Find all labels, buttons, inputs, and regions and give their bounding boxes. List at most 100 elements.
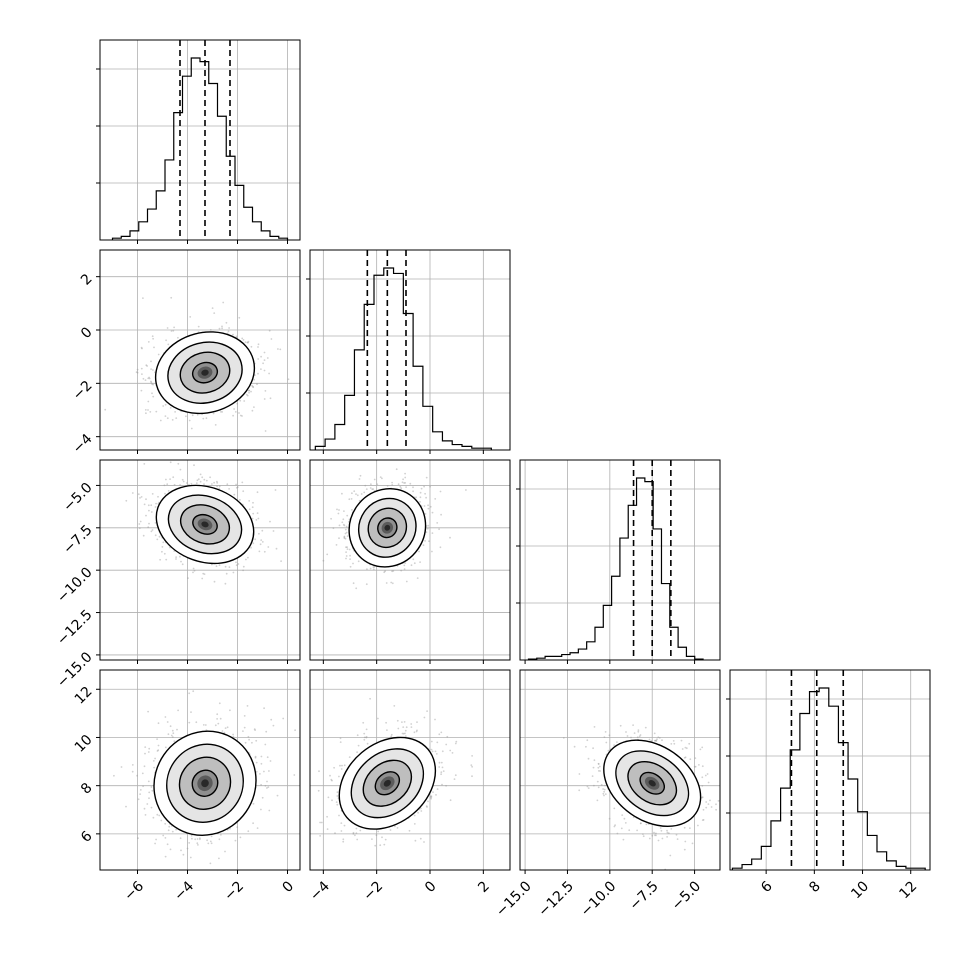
scatter-point (414, 839, 417, 842)
scatter-point (338, 524, 341, 527)
scatter-point (144, 752, 146, 755)
scatter-point (243, 400, 246, 402)
histogram-1 (314, 267, 492, 450)
scatter-point (430, 748, 433, 751)
scatter-point (425, 476, 428, 479)
scatter-point (422, 544, 425, 547)
scatter-point (162, 834, 165, 837)
scatter-point (239, 499, 241, 501)
scatter-point (235, 564, 238, 567)
contour-level-5 (201, 779, 209, 788)
scatter-point (404, 476, 407, 479)
scatter-point (261, 529, 264, 532)
scatter-point (255, 739, 258, 742)
scatter-point (340, 768, 343, 770)
scatter-point (434, 498, 437, 500)
scatter-point (177, 462, 180, 465)
contour-level-5 (201, 521, 209, 528)
scatter-point (236, 486, 239, 488)
scatter-point (424, 540, 426, 542)
scatter-point (251, 506, 254, 509)
scatter-point (265, 730, 268, 733)
scatter-point (364, 484, 367, 487)
scatter-point (164, 855, 167, 858)
scatter-point (345, 557, 347, 560)
scatter-point (172, 732, 175, 735)
scatter-point (338, 509, 340, 511)
scatter-point (343, 535, 346, 538)
scatter-point (426, 806, 428, 808)
scatter-point (386, 729, 388, 731)
scatter-point (263, 707, 265, 710)
scatter-point (213, 312, 216, 314)
scatter-point (247, 341, 249, 344)
scatter-point (153, 766, 156, 769)
scatter-point (587, 757, 590, 760)
scatter-point (345, 525, 348, 528)
scatter-point (344, 532, 347, 535)
scatter-point (267, 786, 270, 788)
scatter-point (166, 843, 169, 846)
scatter-point (214, 724, 217, 727)
scatter-point (218, 327, 221, 330)
scatter-point (150, 381, 153, 384)
scatter-point (177, 336, 179, 339)
scatter-point (256, 827, 259, 829)
scatter-point (191, 837, 193, 840)
scatter-point (352, 582, 355, 585)
scatter-point (345, 531, 348, 534)
scatter-point (346, 548, 349, 550)
scatter-point (215, 565, 218, 568)
scatter-point (185, 482, 188, 484)
scatter-point (661, 739, 663, 742)
scatter-point (352, 831, 355, 834)
scatter-point (697, 824, 699, 827)
scatter-point (246, 341, 249, 344)
scatter-point (275, 547, 278, 550)
scatter-point (232, 735, 235, 738)
scatter-point (159, 558, 162, 561)
scatter-point (169, 725, 172, 728)
scatter-point (172, 476, 175, 479)
marginal-panel-3 (726, 670, 930, 870)
scatter-point (667, 832, 670, 835)
scatter-point (232, 414, 235, 417)
scatter-point (415, 496, 417, 499)
scatter-point (211, 307, 214, 309)
scatter-point (257, 358, 260, 360)
scatter-point (195, 482, 198, 485)
scatter-point (673, 742, 676, 745)
scatter-point (157, 749, 160, 752)
scatter-point (365, 583, 368, 586)
scatter-point (263, 351, 266, 354)
pair-panel-1-3 (310, 670, 510, 870)
scatter-point (332, 527, 335, 530)
scatter-point (218, 564, 221, 566)
scatter-point (343, 537, 346, 539)
scatter-point (413, 823, 416, 825)
scatter-point (242, 730, 244, 732)
scatter-point (326, 553, 329, 556)
scatter-point (373, 478, 376, 481)
scatter-point (441, 750, 444, 753)
scatter-point (427, 507, 430, 510)
scatter-point (136, 371, 139, 374)
scatter-point (416, 721, 418, 723)
scatter-point (166, 483, 169, 486)
scatter-point (205, 479, 208, 482)
scatter-point (349, 554, 351, 557)
scatter-point (157, 353, 160, 356)
scatter-point (148, 791, 151, 794)
scatter-point (425, 496, 427, 499)
scatter-point (159, 419, 162, 422)
scatter-point (404, 735, 407, 738)
scatter-point (182, 480, 185, 483)
scatter-point (274, 489, 277, 491)
scatter-point (370, 483, 372, 486)
scatter-point (403, 564, 406, 567)
scatter-point (164, 716, 167, 718)
scatter-point (329, 774, 331, 777)
scatter-point (400, 487, 403, 490)
scatter-point (391, 481, 393, 484)
scatter-point (180, 560, 182, 563)
